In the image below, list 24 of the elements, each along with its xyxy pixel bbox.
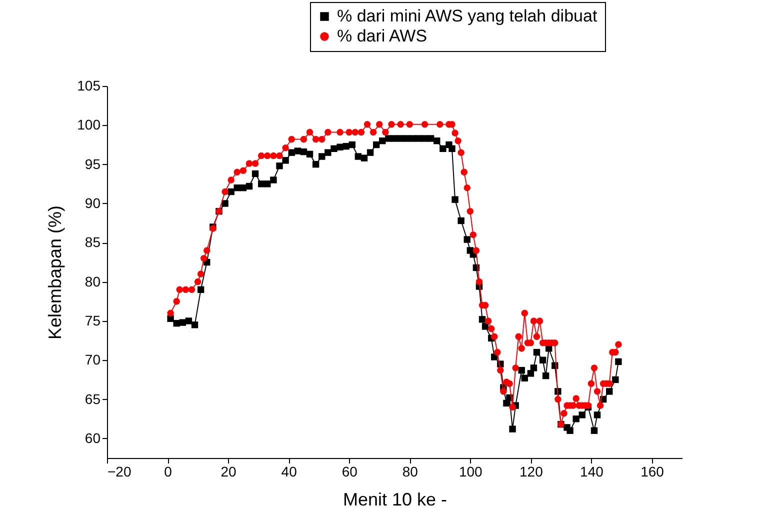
x-axis-title: Menit 10 ke - — [342, 490, 448, 510]
y-tick-label: 85 — [84, 234, 101, 250]
y-tick-label: 105 — [77, 78, 101, 94]
y-tick-label: 60 — [84, 430, 101, 446]
legend-label: % dari AWS — [337, 26, 428, 46]
x-tick-label: 100 — [458, 464, 483, 480]
legend-label: % dari mini AWS yang telah dibuat — [337, 6, 598, 26]
x-tick-label: 140 — [580, 464, 604, 480]
x-tick-label: 160 — [640, 464, 664, 480]
y-tick-label: 80 — [84, 273, 101, 290]
x-tick-label: 60 — [342, 464, 358, 480]
y-tick-label: 70 — [84, 352, 101, 368]
y-tick-label: 75 — [84, 312, 101, 328]
x-tick-label: −20 — [108, 464, 132, 480]
y-tick-label: 100 — [77, 116, 101, 133]
y-axis-title: Kelembapan (%) — [45, 205, 66, 340]
x-tick-label: 0 — [164, 464, 172, 480]
y-tick-label: 65 — [84, 390, 101, 407]
y-tick-label: 90 — [84, 194, 101, 211]
x-tick-label: 40 — [281, 464, 298, 480]
y-tick-label: 95 — [84, 156, 101, 172]
x-tick-label: 120 — [520, 464, 544, 480]
x-tick-label: 20 — [220, 464, 237, 480]
x-tick-label: 80 — [402, 464, 418, 480]
